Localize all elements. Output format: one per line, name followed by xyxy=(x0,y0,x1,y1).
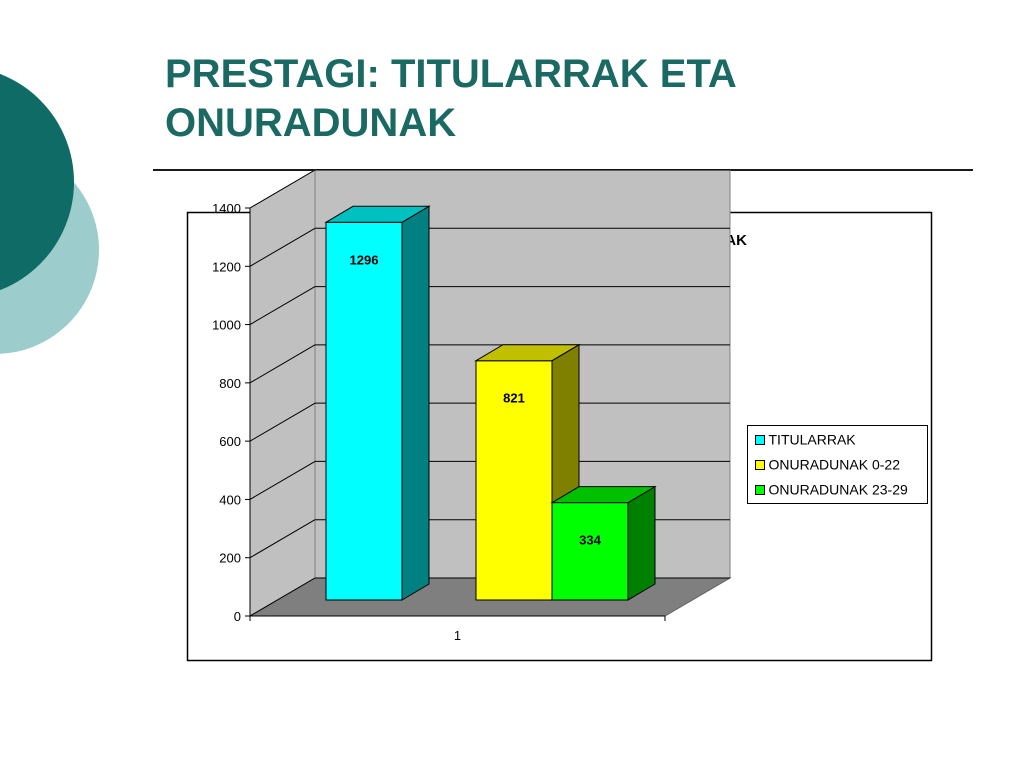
legend-label: ONURADUNAK 0-22 xyxy=(769,457,901,473)
bar-top xyxy=(324,205,431,223)
slide-title-line-2: ONURADUNAK xyxy=(165,101,457,145)
gridline-side xyxy=(249,286,316,326)
gridline-side xyxy=(249,519,316,559)
legend-box xyxy=(747,425,928,504)
y-tick-label: 600 xyxy=(219,434,241,449)
y-tick-label: 800 xyxy=(219,376,241,391)
bar xyxy=(551,502,629,601)
legend-label: ONURADUNAK 23-29 xyxy=(769,482,908,498)
y-tick-label: 0 xyxy=(234,609,241,624)
gridline-side xyxy=(249,227,316,267)
data-label: 821 xyxy=(503,391,525,406)
bar xyxy=(325,221,403,601)
bar-side xyxy=(627,485,656,601)
bar-side xyxy=(401,205,430,601)
decorative-circle-dark xyxy=(0,73,74,291)
gridline-side xyxy=(249,169,316,209)
decorative-circles xyxy=(0,73,99,354)
data-label: 334 xyxy=(579,533,601,548)
legend-swatch xyxy=(755,435,765,445)
data-label: 1296 xyxy=(350,252,379,267)
y-tick-label: 400 xyxy=(219,492,241,507)
y-tick-label: 200 xyxy=(219,551,241,566)
y-tick-label: 1200 xyxy=(212,259,241,274)
slide-title-line-1: PRESTAGI: TITULARRAK ETA xyxy=(165,52,737,96)
y-tick-label: 1000 xyxy=(212,318,241,333)
y-tick-label: 1400 xyxy=(212,201,241,216)
legend-swatch xyxy=(755,485,765,495)
legend-label: TITULARRAK xyxy=(769,432,857,448)
gridline-side xyxy=(249,577,316,617)
gridline-side xyxy=(249,344,316,384)
legend-swatch xyxy=(755,460,765,470)
slide-title: PRESTAGI: TITULARRAK ETA ONURADUNAK xyxy=(165,50,965,148)
plot-side-wall xyxy=(249,169,316,617)
bar-top xyxy=(474,344,581,362)
gridline-side xyxy=(249,460,316,500)
gridline-side xyxy=(249,402,316,442)
bar-top xyxy=(550,486,657,504)
x-tick-label: 1 xyxy=(454,628,461,643)
